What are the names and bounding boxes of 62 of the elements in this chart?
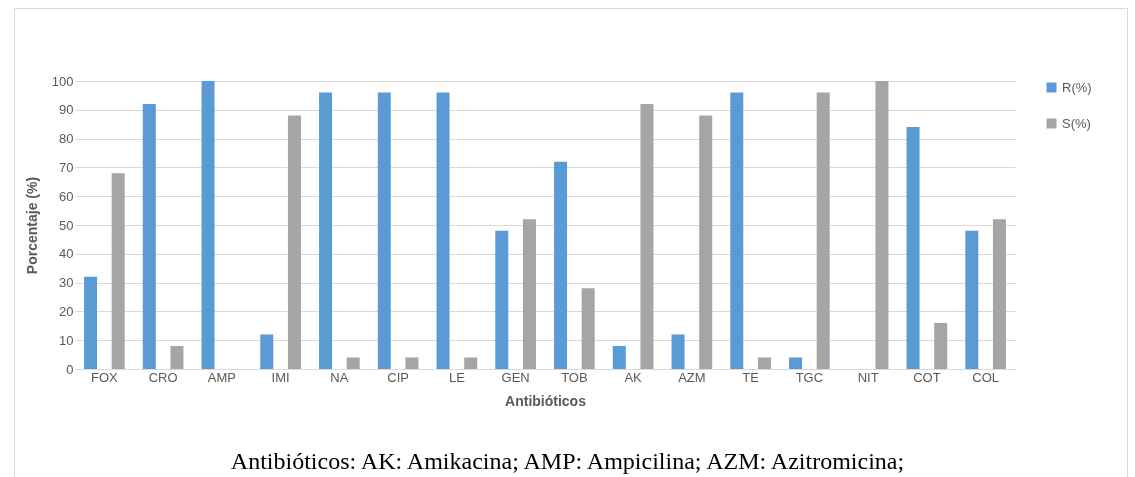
x-tick-label: NA — [330, 369, 349, 385]
bar — [965, 230, 979, 369]
x-tick-label: FOX — [91, 369, 119, 385]
bar — [816, 92, 830, 369]
bar — [170, 345, 184, 369]
y-tick-label: 50 — [59, 217, 74, 233]
bar — [640, 104, 654, 369]
x-tick-label: CIP — [387, 369, 409, 385]
bar — [906, 127, 920, 369]
x-tick-label: CRO — [148, 369, 178, 385]
legend-label: R(%) — [1062, 79, 1092, 95]
bar — [522, 219, 536, 369]
bar — [730, 92, 744, 369]
bar — [319, 92, 333, 369]
x-axis-title: Antibióticos — [505, 392, 587, 409]
legend-label: S(%) — [1062, 115, 1091, 131]
bar — [934, 322, 948, 369]
y-tick-label: 60 — [59, 188, 74, 204]
bar — [84, 276, 98, 369]
bar — [671, 334, 685, 369]
bar — [287, 115, 301, 369]
bar — [554, 161, 568, 369]
x-tick-label: NIT — [857, 369, 879, 385]
y-tick-label: 10 — [59, 332, 74, 348]
x-tick-label: TE — [742, 369, 760, 385]
bar — [377, 92, 391, 369]
x-tick-label: LE — [448, 369, 466, 385]
x-tick-label: TGC — [795, 369, 824, 385]
bar — [875, 81, 889, 369]
bar — [789, 357, 803, 369]
bar — [992, 219, 1006, 369]
x-tick-label: COL — [972, 369, 999, 385]
bar — [436, 92, 450, 369]
bar — [201, 81, 215, 369]
bar — [405, 357, 419, 369]
x-tick-label: COT — [913, 369, 941, 385]
y-tick-label: 40 — [59, 246, 74, 262]
y-tick-label: 80 — [59, 131, 74, 147]
x-tick-label: TOB — [561, 369, 588, 385]
y-axis-title: Porcentaje (%) — [23, 176, 40, 275]
bar — [260, 334, 274, 369]
y-tick-label: 0 — [66, 361, 74, 377]
x-tick-label: IMI — [271, 369, 290, 385]
bar — [495, 230, 509, 369]
y-tick-label: 90 — [59, 102, 74, 118]
y-tick-label: 100 — [51, 73, 74, 89]
text: Antibióticos: AK: Amikacina; AMP: Ampicilina; AZM: Azitromicina; — [229, 448, 906, 475]
y-tick-label: 30 — [59, 275, 74, 291]
bar — [699, 115, 713, 369]
y-tick-label: 20 — [59, 303, 74, 319]
x-tick-label: AZM — [678, 369, 706, 385]
bar — [111, 173, 125, 369]
x-tick-label: GEN — [501, 369, 530, 385]
bar — [346, 357, 360, 369]
x-tick-label: AMP — [207, 369, 236, 385]
y-tick-label: 70 — [59, 159, 74, 175]
bar — [142, 104, 156, 369]
x-tick-label: AK — [624, 369, 643, 385]
bar — [612, 345, 626, 369]
bar — [757, 357, 771, 369]
bar — [581, 288, 595, 369]
bar — [464, 357, 478, 369]
